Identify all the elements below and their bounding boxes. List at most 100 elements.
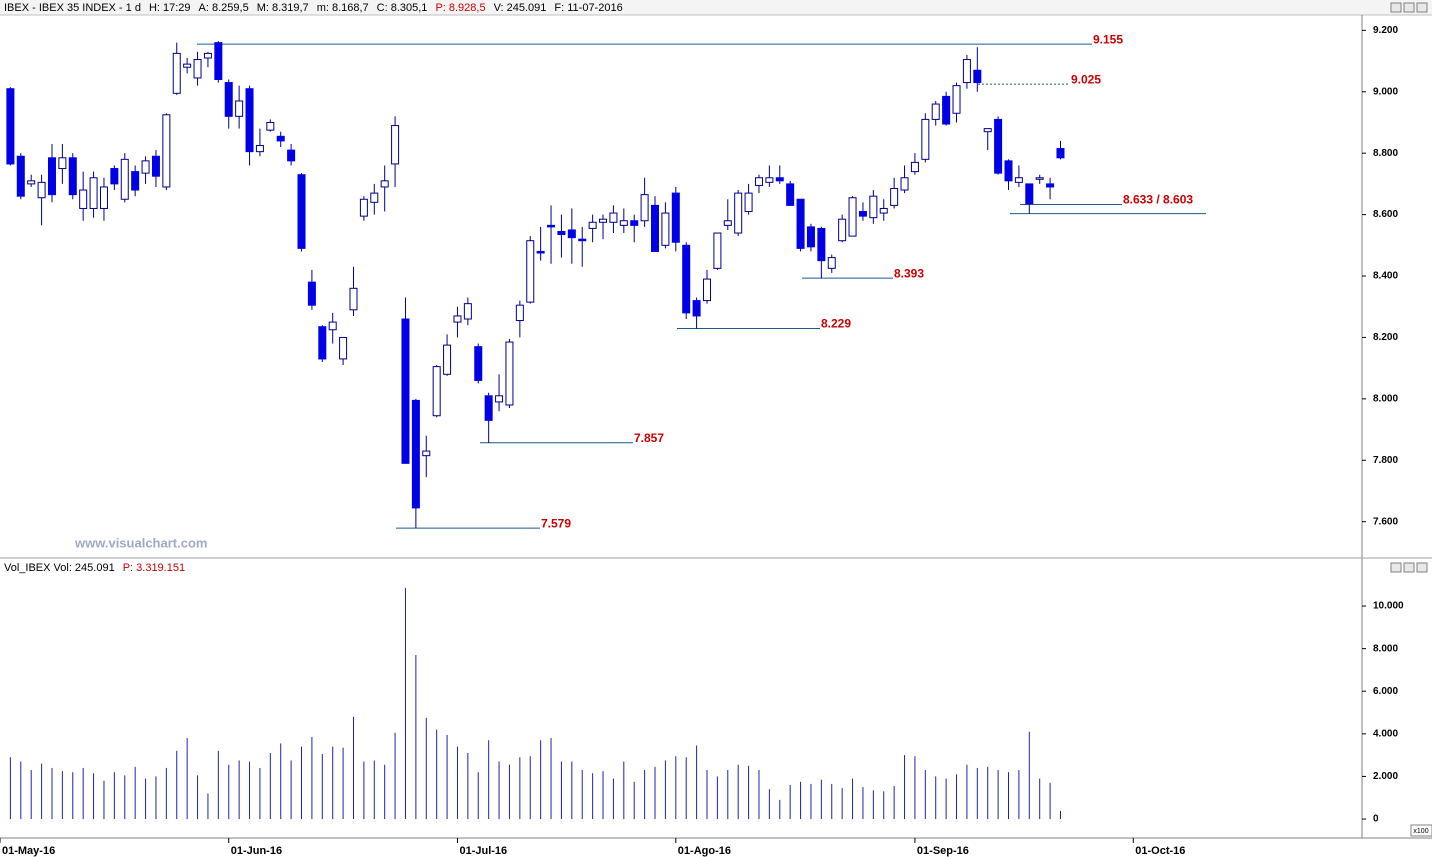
minimize-button[interactable] — [1390, 2, 1402, 13]
header-field: V: 245.091 — [494, 2, 547, 14]
candle-body — [994, 118, 1003, 174]
candle-body — [58, 157, 67, 170]
candle-body — [27, 180, 36, 185]
header-field: P: 3.319.151 — [123, 562, 185, 574]
minimize-button[interactable] — [1390, 562, 1402, 573]
level-label: 9.025 — [1071, 72, 1101, 86]
maximize-button[interactable] — [1403, 562, 1415, 573]
candle-body — [370, 192, 379, 203]
candle-body — [547, 224, 556, 228]
candle-body — [817, 227, 826, 262]
candle-body — [349, 287, 358, 311]
candle-body — [754, 177, 763, 186]
candle-body — [557, 230, 566, 236]
x-tick-label: 01-Ago-16 — [678, 845, 731, 857]
candle-body — [318, 326, 327, 360]
candle-body — [962, 59, 971, 84]
candle-body — [79, 189, 88, 209]
candle-body — [765, 177, 774, 183]
header-field: A: 8.259,5 — [199, 2, 249, 14]
candle-body — [931, 103, 940, 120]
candle-body — [328, 321, 337, 331]
candle-body — [1056, 148, 1065, 159]
candle-body — [172, 52, 181, 94]
candle-body — [848, 197, 857, 237]
candle-body — [858, 211, 867, 217]
candle-body — [713, 232, 722, 269]
candle-body — [838, 218, 847, 242]
candle-body — [495, 395, 504, 403]
candle-body — [47, 157, 56, 196]
maximize-button[interactable] — [1403, 2, 1415, 13]
window-buttons — [1390, 2, 1428, 573]
header-text: IBEX - IBEX 35 INDEX - 1 d H: 17:29 A: 8.2… — [4, 2, 623, 14]
candle-body — [609, 212, 618, 223]
header-field: P: 8.928,5 — [435, 2, 485, 14]
candle-body — [879, 207, 888, 214]
close-button[interactable] — [1416, 2, 1428, 13]
candle-body — [952, 85, 961, 114]
y-tick-label: 9.200 — [1373, 25, 1398, 36]
candle-body — [505, 341, 514, 406]
candle-body — [536, 250, 545, 254]
y-tick-label: 8.600 — [1373, 209, 1398, 220]
candle-body — [827, 257, 836, 269]
candle-body — [89, 177, 98, 209]
header-field: Vol_IBEX Vol: 245.091 — [4, 562, 115, 574]
y-tick-label: 8.400 — [1373, 271, 1398, 282]
candle-body — [453, 315, 462, 323]
level-label: 8.633 / 8.603 — [1123, 193, 1193, 207]
y-tick-label: 9.000 — [1373, 86, 1398, 97]
candle-body — [869, 195, 878, 219]
candle-body — [921, 118, 930, 160]
candle-body — [401, 318, 410, 464]
level-label: 8.229 — [821, 317, 851, 331]
candle-body — [983, 128, 992, 133]
candle-body — [973, 69, 982, 84]
header-text: Vol_IBEX Vol: 245.091 P: 3.319.151 — [4, 562, 185, 574]
candle-body — [796, 198, 805, 249]
candle-body — [1046, 183, 1055, 188]
candle-body — [619, 220, 628, 226]
candle-body — [661, 212, 670, 246]
close-button[interactable] — [1416, 562, 1428, 573]
candle-body — [1025, 183, 1034, 205]
y-tick-label: 2.000 — [1373, 771, 1398, 782]
y-tick-label: 10.000 — [1373, 601, 1404, 612]
candle-body — [744, 192, 753, 213]
y-tick-label: 8.000 — [1373, 643, 1398, 654]
candle-body — [120, 158, 129, 200]
candle-body — [276, 135, 285, 142]
candle-body — [391, 125, 400, 165]
candle-body — [6, 88, 15, 165]
candle-body — [890, 188, 899, 206]
header-field: m: 8.168,7 — [317, 2, 369, 14]
candle-body — [651, 204, 660, 252]
candle-body — [484, 395, 493, 421]
candle-body — [1004, 160, 1013, 182]
level-label: 9.155 — [1093, 32, 1123, 46]
unit-box — [1410, 824, 1432, 837]
candle-body — [775, 177, 784, 182]
candle-body — [567, 229, 576, 239]
candle-body — [37, 181, 46, 199]
candle-body — [422, 450, 431, 457]
y-tick-label: 0 — [1373, 814, 1379, 825]
header-field: H: 17:29 — [149, 2, 191, 14]
candle-body — [68, 157, 77, 196]
candle-body — [255, 145, 264, 153]
candle-body — [307, 281, 316, 306]
candle-body — [193, 59, 202, 79]
candle-body — [183, 63, 192, 68]
candle-body — [214, 42, 223, 80]
candle-body — [99, 186, 108, 209]
candle-body — [463, 303, 472, 320]
candle-body — [443, 344, 452, 375]
candle-body — [806, 226, 815, 248]
header-field: F: 11-07-2016 — [554, 2, 622, 14]
x-tick-label: 01-Oct-16 — [1135, 845, 1185, 857]
candle-body — [162, 114, 171, 188]
candle-body — [380, 180, 389, 188]
